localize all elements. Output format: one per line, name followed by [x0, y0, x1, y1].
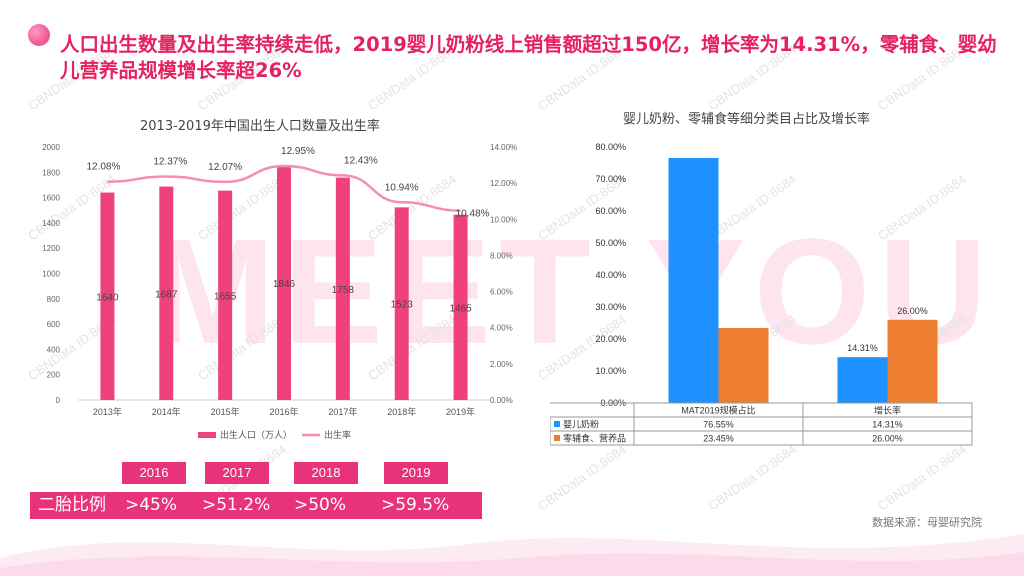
population-bar	[218, 190, 233, 400]
x-tick-label: 2014年	[152, 406, 181, 417]
birth-rate-line	[107, 164, 461, 212]
right-y-tick-label: 30.00%	[595, 302, 626, 312]
population-bar	[100, 192, 115, 400]
title-bullet-circle	[28, 24, 50, 46]
left-y-tick-label: 400	[47, 345, 61, 354]
table-value-cell: 14.31%	[872, 420, 903, 430]
ratio-value-2016: >45%	[125, 495, 178, 515]
x-tick-label: 2017年	[328, 406, 357, 417]
left-chart-title: 2013-2019年中国出生人口数量及出生率	[140, 119, 380, 134]
year-badge-2019: 2019	[384, 462, 448, 484]
right-y-tick-label: 70.00%	[595, 174, 626, 184]
legend-label-rate: 出生率	[324, 429, 351, 440]
x-tick-label: 2015年	[211, 406, 240, 417]
population-bar-label: 1758	[332, 285, 355, 296]
birth-rate-label: 10.48%	[456, 209, 490, 220]
left-y-tick-label: 0	[56, 396, 61, 405]
ratio-value-2017: >51.2%	[202, 495, 271, 515]
category-bar	[887, 319, 938, 403]
table-value-cell: 26.00%	[872, 434, 903, 444]
category-bar-label: 26.00%	[897, 306, 928, 316]
population-bar	[394, 207, 409, 400]
category-bar	[668, 158, 719, 403]
right-y-tick-label: 10.00%	[595, 366, 626, 376]
population-bar-label: 1465	[449, 303, 472, 314]
table-value-cell: 23.45%	[703, 434, 734, 444]
second-child-ratio-bar: 二胎比例 >45% >51.2% >50% >59.5%	[30, 492, 482, 519]
population-bar-label: 1523	[391, 300, 414, 311]
left-y-tick-label: 800	[47, 295, 61, 304]
table-series-name: 零辅食、营养品	[563, 433, 626, 444]
population-bar-label: 1846	[273, 279, 296, 290]
population-bar	[277, 166, 291, 400]
right-y-tick-label: 0.00%	[490, 396, 513, 405]
bottom-wave-decoration	[0, 534, 1024, 576]
birth-rate-label: 12.95%	[281, 146, 315, 157]
year-badge-2018: 2018	[294, 462, 358, 484]
right-y-tick-label: 50.00%	[595, 238, 626, 248]
right-y-tick-label: 40.00%	[595, 270, 626, 280]
left-y-tick-label: 1800	[42, 168, 60, 177]
left-y-tick-label: 1000	[42, 270, 60, 279]
table-value-cell: 76.55%	[703, 420, 734, 430]
category-share-chart: 0.00%10.00%20.00%30.00%40.00%50.00%60.00…	[550, 142, 973, 446]
population-bar	[335, 177, 350, 400]
table-series-name: 婴儿奶粉	[563, 419, 599, 430]
right-y-tick-label: 60.00%	[595, 206, 626, 216]
right-y-tick-label: 80.00%	[595, 142, 626, 152]
left-y-tick-label: 2000	[42, 143, 60, 152]
category-bar	[837, 357, 888, 403]
right-y-tick-label: 12.00%	[490, 179, 517, 188]
x-tick-label: 2013年	[93, 406, 122, 417]
table-header-cell: 增长率	[874, 405, 901, 416]
birth-rate-label: 12.37%	[153, 156, 187, 167]
birth-rate-label: 12.43%	[344, 155, 378, 166]
ratio-value-2018: >50%	[294, 495, 347, 515]
category-bar	[718, 327, 769, 403]
left-y-tick-label: 1400	[42, 219, 60, 228]
left-y-tick-label: 200	[47, 371, 61, 380]
right-y-tick-label: 4.00%	[490, 324, 513, 333]
left-y-tick-label: 1600	[42, 194, 60, 203]
year-badge-2017: 2017	[205, 462, 269, 484]
right-y-tick-label: 6.00%	[490, 288, 513, 297]
birth-rate-label: 12.07%	[208, 162, 242, 173]
table-legend-swatch	[554, 421, 560, 427]
birth-rate-label: 12.08%	[86, 162, 120, 173]
birth-population-chart: 0 200 400 600 800 1000 1200 1400 1600 1800 2000 0.0…	[42, 143, 517, 440]
x-tick-label: 2018年	[387, 406, 416, 417]
x-tick-label: 2019年	[446, 406, 475, 417]
data-source-note: 数据来源：母婴研究院	[872, 516, 982, 529]
right-y-tick-label: 8.00%	[490, 251, 513, 260]
table-header-cell: MAT2019规模占比	[681, 405, 755, 416]
right-chart-title: 婴儿奶粉、零辅食等细分类目占比及增长率	[623, 112, 871, 127]
x-tick-label: 2016年	[269, 406, 298, 417]
right-y-tick-label: 2.00%	[490, 360, 513, 369]
left-y-tick-label: 1200	[42, 244, 60, 253]
population-bar-label: 1687	[155, 289, 178, 300]
legend-label-population: 出生人口（万人）	[220, 429, 292, 440]
category-bar-label: 14.31%	[847, 343, 878, 353]
ratio-value-2019: >59.5%	[381, 495, 450, 515]
population-bar	[453, 214, 468, 400]
birth-rate-label: 10.94%	[385, 182, 419, 193]
population-bar-label: 1655	[214, 291, 237, 302]
population-bar	[159, 186, 174, 400]
year-badge-2016: 2016	[122, 462, 186, 484]
population-bar-label: 1640	[96, 292, 119, 303]
second-child-label: 二胎比例	[38, 495, 106, 515]
right-y-tick-label: 10.00%	[490, 215, 517, 224]
table-legend-swatch	[554, 435, 560, 441]
legend-swatch-population	[198, 432, 216, 438]
right-y-tick-label: 14.00%	[490, 143, 517, 152]
left-y-tick-label: 600	[47, 320, 61, 329]
right-y-tick-label: 20.00%	[595, 334, 626, 344]
page-title: 人口出生数量及出生率持续走低，2019婴儿奶粉线上销售额超过150亿，增长率为1…	[60, 33, 997, 82]
